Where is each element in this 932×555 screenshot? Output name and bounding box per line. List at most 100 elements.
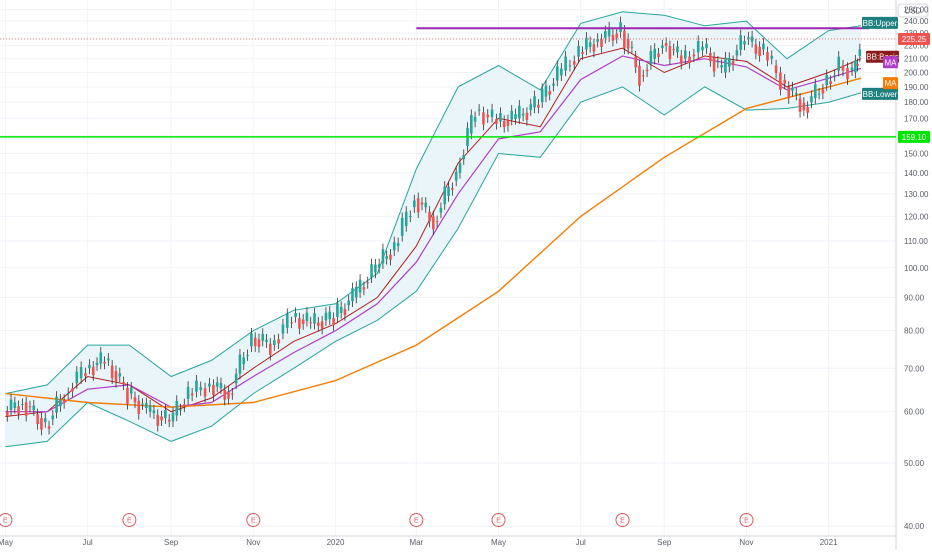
candle-body bbox=[470, 115, 473, 134]
y-tick-label: 190.00 bbox=[904, 83, 929, 92]
candle-body bbox=[735, 50, 739, 56]
price-series bbox=[5, 16, 862, 436]
candle-body bbox=[110, 365, 114, 379]
horizontal-lines bbox=[0, 27, 896, 138]
candle-body bbox=[473, 117, 477, 122]
candle-body bbox=[720, 65, 723, 68]
earnings-marker[interactable]: E bbox=[246, 513, 261, 527]
candle-body bbox=[55, 396, 58, 413]
candle-body bbox=[856, 64, 859, 66]
earnings-circle bbox=[615, 513, 630, 527]
candle-body bbox=[339, 306, 343, 313]
candle-body bbox=[160, 416, 163, 421]
candle-body bbox=[320, 321, 324, 329]
earnings-marker[interactable]: E bbox=[409, 513, 424, 527]
candle-body bbox=[317, 322, 320, 326]
candle-body bbox=[71, 388, 74, 392]
candle-body bbox=[404, 211, 408, 226]
candle-body bbox=[712, 57, 716, 72]
candle-body bbox=[389, 254, 392, 260]
candle-body bbox=[619, 22, 622, 33]
candle-body bbox=[5, 411, 9, 417]
candle-body bbox=[238, 354, 242, 374]
earnings-label: E bbox=[414, 518, 419, 525]
earnings-marker[interactable]: E bbox=[122, 513, 137, 527]
candle-body bbox=[447, 186, 450, 197]
candle-body bbox=[510, 110, 514, 120]
candle-body bbox=[657, 53, 660, 58]
y-tick-label: 200.00 bbox=[904, 68, 929, 77]
candle-body bbox=[537, 104, 540, 108]
candle-body bbox=[739, 35, 743, 50]
earnings-circle bbox=[739, 513, 754, 527]
candle-body bbox=[454, 171, 458, 181]
candle-body bbox=[141, 403, 144, 405]
candle-body bbox=[40, 418, 43, 430]
candle-body bbox=[802, 102, 806, 111]
candle-body bbox=[148, 405, 152, 412]
candle-body bbox=[638, 65, 641, 86]
candle-body bbox=[273, 340, 276, 346]
earnings-label: E bbox=[127, 518, 132, 525]
candle-body bbox=[701, 46, 704, 51]
earnings-marker[interactable]: E bbox=[615, 513, 630, 527]
candle-body bbox=[152, 410, 156, 414]
candle-body bbox=[416, 198, 420, 213]
candle-body bbox=[268, 343, 272, 355]
candle-body bbox=[564, 56, 567, 71]
ma-long-line bbox=[5, 77, 862, 408]
candle-body bbox=[62, 399, 66, 403]
candle-body bbox=[362, 287, 366, 290]
candle-body bbox=[806, 106, 809, 113]
earnings-label: E bbox=[620, 518, 625, 525]
candle-body bbox=[347, 300, 350, 306]
price-scale-tags: BB:Upper BB:Basis BB:Lower MA MA 225.25 159.10 bbox=[862, 16, 930, 143]
candle-body bbox=[495, 119, 498, 124]
candle-body bbox=[396, 243, 400, 247]
candle-body bbox=[750, 36, 754, 42]
candle-body bbox=[167, 419, 171, 422]
candle-body bbox=[366, 282, 370, 284]
y-tick-label: 180.00 bbox=[904, 98, 929, 107]
candle-body bbox=[709, 52, 712, 62]
currency-badge[interactable] bbox=[897, 3, 929, 18]
candle-body bbox=[253, 337, 257, 347]
candle-body bbox=[332, 318, 335, 326]
candle-body bbox=[754, 44, 758, 54]
candle-body bbox=[841, 65, 845, 71]
y-tick-label: 120.00 bbox=[904, 212, 929, 221]
candle-body bbox=[604, 31, 607, 38]
tag-last-price-label: 225.25 bbox=[902, 35, 927, 44]
candle-body bbox=[600, 39, 603, 48]
candle-body bbox=[747, 37, 750, 40]
candle-body bbox=[787, 86, 791, 99]
x-tick-label: Sep bbox=[164, 538, 179, 547]
tag-bb-upper-label: BB:Upper bbox=[863, 19, 898, 28]
candle-body bbox=[596, 38, 599, 42]
tag-bb-lower-label: BB:Lower bbox=[863, 90, 898, 99]
candle-body bbox=[13, 402, 17, 409]
candle-body bbox=[21, 403, 24, 405]
earnings-marker[interactable]: E bbox=[739, 513, 754, 527]
candle-body bbox=[696, 41, 700, 53]
y-tick-label: 40.00 bbox=[904, 522, 925, 531]
candle-body bbox=[231, 393, 234, 395]
earnings-marker[interactable]: E bbox=[0, 513, 13, 527]
candle-body bbox=[645, 69, 649, 72]
candle-body bbox=[354, 286, 358, 298]
y-tick-label: 210.00 bbox=[904, 55, 929, 64]
candle-body bbox=[261, 333, 265, 341]
candle-body bbox=[432, 216, 435, 230]
tag-bb-upper-bg bbox=[862, 16, 898, 29]
candle-body bbox=[88, 364, 91, 369]
candle-body bbox=[47, 426, 51, 429]
candle-body bbox=[420, 202, 424, 205]
x-tick-label: Sep bbox=[657, 538, 672, 547]
candle-body bbox=[164, 409, 167, 419]
candle-body bbox=[770, 55, 774, 59]
earnings-marker[interactable]: E bbox=[491, 513, 506, 527]
candle-body bbox=[137, 400, 141, 414]
tag-bb-basis-label: BB:Basis bbox=[866, 53, 898, 62]
